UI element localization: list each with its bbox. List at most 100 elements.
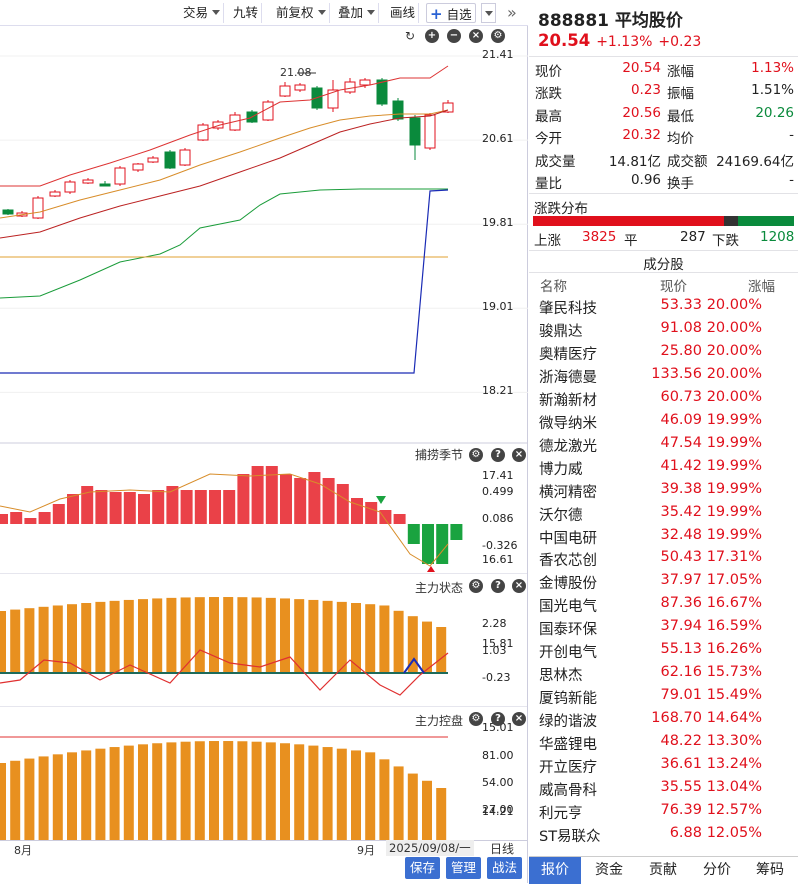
quote-row: 涨跌 0.23 振幅 1.51% — [529, 82, 798, 104]
settings-icon[interactable]: ⚙ — [469, 448, 483, 462]
list-item[interactable]: 微导纳米 46.09 19.99% — [529, 412, 798, 435]
close-icon[interactable]: × — [469, 29, 483, 43]
stock-name: 华盛锂电 — [539, 737, 597, 754]
settings-icon[interactable]: ⚙ — [469, 579, 483, 593]
list-item[interactable]: 国泰环保 37.94 16.59% — [529, 618, 798, 641]
stock-name: 绿的谐波 — [539, 714, 597, 731]
kline-chart[interactable] — [0, 0, 528, 444]
jiuzhuan-button[interactable]: 九转 — [230, 3, 263, 23]
panel-title-zhuli-state: 主力状态 — [415, 581, 464, 595]
list-item[interactable]: 骏鼎达 91.08 20.00% — [529, 320, 798, 343]
header-change[interactable]: 涨幅 — [748, 279, 775, 295]
y-tick-label: 16.61 — [482, 552, 514, 566]
add-watchlist-button[interactable]: + 自选 — [426, 3, 476, 23]
list-item[interactable]: 绿的谐波 168.70 14.64% — [529, 710, 798, 733]
tab-price-distribution[interactable]: 分价 — [703, 862, 731, 878]
list-item[interactable]: 博力威 41.42 19.99% — [529, 458, 798, 481]
list-item[interactable]: ST易联众 6.88 12.05% — [529, 825, 798, 848]
battle-method-button[interactable]: 战法 — [487, 857, 522, 879]
list-item[interactable]: 新瀚新材 60.73 20.00% — [529, 389, 798, 412]
stock-price: 35.55 — [660, 778, 702, 795]
candle-body — [359, 79, 371, 86]
histogram-bar — [67, 494, 79, 524]
tab-capital[interactable]: 资金 — [595, 862, 623, 878]
list-item[interactable]: 肇民科技 53.33 20.00% — [529, 297, 798, 320]
quote-label: 涨幅 — [667, 64, 694, 80]
draw-label: 画线 — [390, 5, 416, 20]
list-item[interactable]: 国光电气 87.36 16.67% — [529, 595, 798, 618]
list-item[interactable]: 厦钨新能 79.01 15.49% — [529, 687, 798, 710]
tab-quote[interactable]: 报价 — [529, 857, 581, 884]
help-icon[interactable]: ? — [491, 579, 505, 593]
stock-name: 金博股份 — [539, 576, 597, 593]
stock-price: 39.38 — [660, 480, 702, 497]
list-item[interactable]: 金博股份 37.97 17.05% — [529, 572, 798, 595]
header-price[interactable]: 现价 — [660, 279, 687, 295]
refresh-icon[interactable]: ↻ — [404, 29, 416, 43]
stock-change: 16.26% — [706, 641, 762, 658]
state-bar — [52, 605, 63, 673]
zhuli-control-chart[interactable] — [0, 707, 528, 840]
tab-contribution[interactable]: 贡献 — [649, 862, 677, 878]
overlay-menu[interactable]: 叠加 — [335, 3, 380, 23]
stock-change: 20.00% — [706, 342, 762, 359]
distribution-title: 涨跌分布 — [534, 201, 588, 217]
quote-label: 成交额 — [667, 153, 708, 170]
stock-name: 德龙激光 — [539, 438, 597, 455]
settings-icon[interactable]: ⚙ — [491, 29, 505, 43]
tab-chips[interactable]: 筹码 — [756, 862, 784, 878]
y-tick-label: -0.326 — [482, 539, 518, 552]
header-name[interactable]: 名称 — [540, 279, 567, 295]
trade-menu[interactable]: 交易 — [180, 3, 225, 23]
candle-body — [294, 84, 306, 91]
close-icon[interactable]: × — [512, 712, 526, 726]
help-icon[interactable]: ? — [491, 448, 505, 462]
list-item[interactable]: 奥精医疗 25.80 20.00% — [529, 343, 798, 366]
list-item[interactable]: 开创电气 55.13 16.26% — [529, 641, 798, 664]
list-item[interactable]: 香农芯创 50.43 17.31% — [529, 549, 798, 572]
list-item[interactable]: 华盛锂电 48.22 13.30% — [529, 733, 798, 756]
histogram-bar — [138, 494, 150, 524]
settings-icon[interactable]: ⚙ — [469, 712, 483, 726]
list-item[interactable]: 中国电研 32.48 19.99% — [529, 527, 798, 550]
stock-price: 50.43 — [660, 549, 702, 566]
stock-price: 37.94 — [660, 618, 702, 635]
close-icon[interactable]: × — [512, 579, 526, 593]
bulao-indicator-chart[interactable] — [0, 444, 528, 574]
list-item[interactable]: 德龙激光 47.54 19.99% — [529, 435, 798, 458]
list-item[interactable]: 利元亨 76.39 12.57% — [529, 802, 798, 825]
list-item[interactable]: 开立医疗 36.61 13.24% — [529, 756, 798, 779]
list-item[interactable]: 横河精密 39.38 19.99% — [529, 481, 798, 504]
manage-button[interactable]: 管理 — [446, 857, 481, 879]
list-item[interactable]: 沃尔德 35.42 19.99% — [529, 504, 798, 527]
stock-price: 37.97 — [660, 572, 702, 589]
list-item[interactable]: 浙海德曼 133.56 20.00% — [529, 366, 798, 389]
quote-label: 均价 — [667, 131, 694, 148]
state-bar — [0, 611, 6, 673]
help-icon[interactable]: ? — [491, 712, 505, 726]
list-item[interactable]: 思林杰 62.16 15.73% — [529, 664, 798, 687]
state-bar — [322, 600, 333, 673]
stock-change: 19.99% — [706, 526, 762, 543]
period-label[interactable]: 日线 — [490, 842, 515, 856]
histogram-bar — [180, 490, 193, 524]
control-bar — [180, 741, 191, 840]
chevron-down-icon — [317, 10, 326, 15]
expand-button[interactable]: » — [504, 3, 520, 23]
list-item[interactable]: 威高骨科 35.55 13.04% — [529, 779, 798, 802]
adjust-menu[interactable]: 前复权 — [273, 3, 330, 23]
control-bar — [81, 750, 92, 840]
watchlist-dropdown[interactable] — [481, 3, 496, 23]
save-button[interactable]: 保存 — [405, 857, 440, 879]
stock-change: 19.99% — [706, 457, 762, 474]
zoom-in-icon[interactable]: + — [425, 29, 439, 43]
zoom-out-icon[interactable]: − — [447, 29, 461, 43]
zhuli-state-chart[interactable] — [0, 575, 528, 707]
stock-name: 厦钨新能 — [539, 691, 597, 708]
close-icon[interactable]: × — [512, 448, 526, 462]
draw-line-button[interactable]: 画线 — [387, 3, 420, 23]
control-bar — [0, 763, 6, 840]
control-bar — [308, 745, 319, 840]
y-tick-label: 1.03 — [482, 644, 507, 657]
ma-line-orange — [0, 109, 449, 219]
